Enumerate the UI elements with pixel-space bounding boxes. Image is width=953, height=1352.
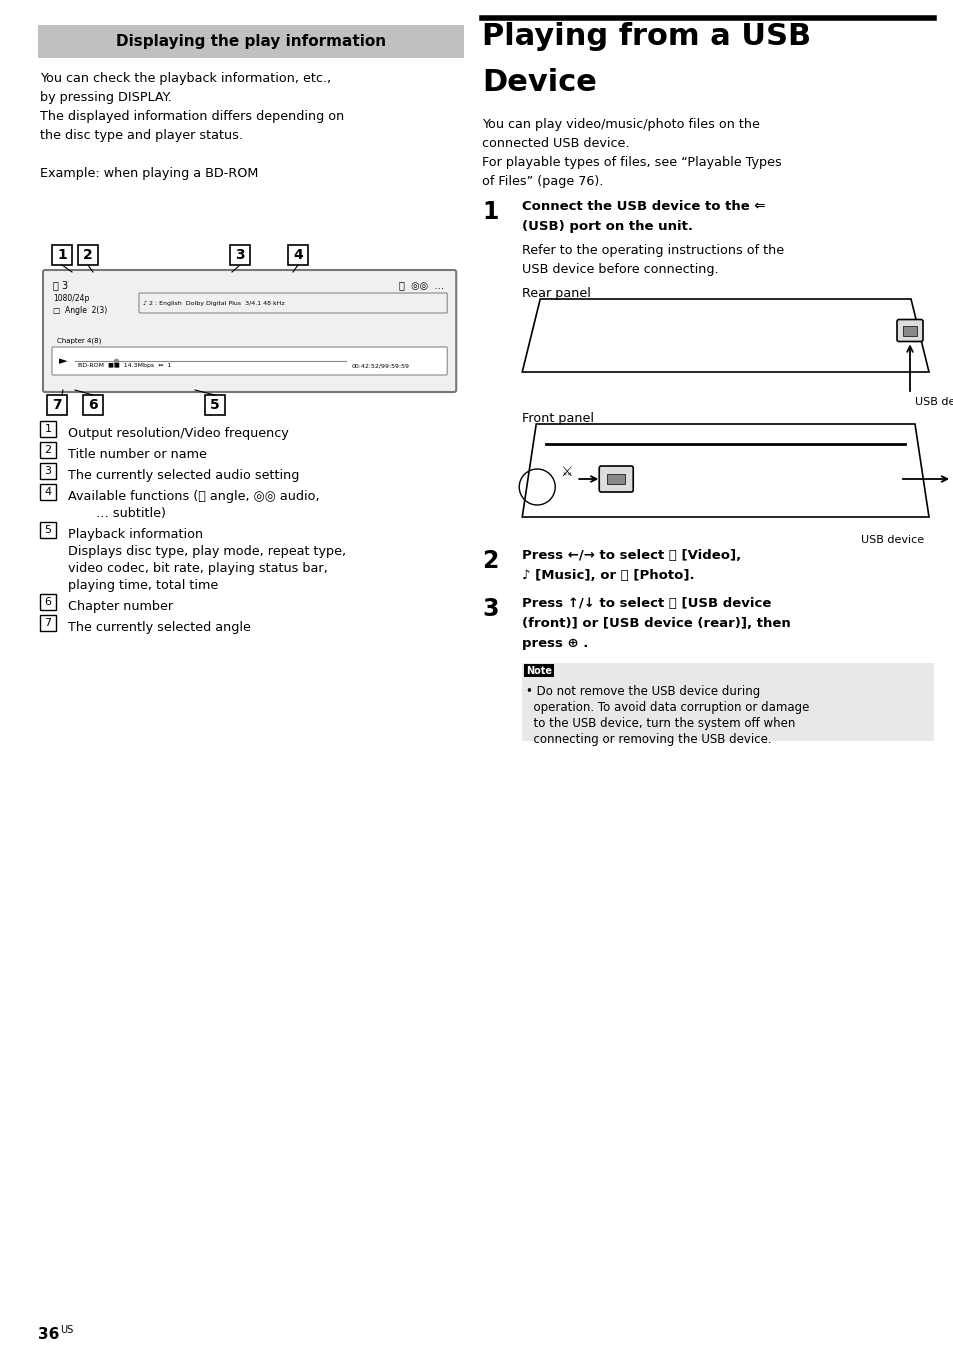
Text: 1080/24p: 1080/24p: [53, 293, 90, 303]
Text: 6: 6: [45, 598, 51, 607]
Text: USB device before connecting.: USB device before connecting.: [521, 264, 719, 276]
Text: The displayed information differs depending on: The displayed information differs depend…: [40, 110, 344, 123]
Text: video codec, bit rate, playing status bar,: video codec, bit rate, playing status ba…: [68, 562, 328, 575]
Bar: [40, 442, 56, 458]
Text: 6: 6: [88, 397, 98, 412]
Text: press ⊕ .: press ⊕ .: [521, 637, 588, 650]
Bar: [607, 475, 624, 484]
Bar: [524, 664, 554, 677]
Text: 5: 5: [210, 397, 219, 412]
Text: Displays disc type, play mode, repeat type,: Displays disc type, play mode, repeat ty…: [68, 545, 346, 558]
Bar: [40, 462, 56, 479]
Bar: [52, 245, 71, 265]
Text: • Do not remove the USB device during: • Do not remove the USB device during: [526, 685, 760, 698]
Text: 3: 3: [235, 247, 245, 262]
Text: Example: when playing a BD-ROM: Example: when playing a BD-ROM: [40, 168, 258, 180]
Text: Device: Device: [481, 68, 597, 97]
Bar: [40, 594, 56, 610]
Text: 4: 4: [45, 487, 51, 498]
Text: The currently selected audio setting: The currently selected audio setting: [68, 469, 299, 483]
Text: 2: 2: [481, 549, 498, 573]
Bar: [230, 245, 250, 265]
Text: 1: 1: [481, 200, 498, 224]
Text: You can play video/music/photo files on the: You can play video/music/photo files on …: [481, 118, 760, 131]
Text: Rear panel: Rear panel: [521, 287, 591, 300]
Text: 00:42:52/99:59:59: 00:42:52/99:59:59: [351, 364, 409, 369]
Text: ♪ [Music], or 📷 [Photo].: ♪ [Music], or 📷 [Photo].: [521, 569, 694, 581]
Text: The currently selected angle: The currently selected angle: [68, 621, 251, 634]
Text: Chapter 4(8): Chapter 4(8): [57, 338, 101, 345]
Bar: [47, 395, 67, 415]
Text: Displaying the play information: Displaying the play information: [116, 34, 386, 49]
Text: BD-ROM  ■■  14.3Mbps  ⇔  1: BD-ROM ■■ 14.3Mbps ⇔ 1: [78, 364, 172, 369]
Text: US: US: [60, 1325, 73, 1334]
Text: Chapter number: Chapter number: [68, 600, 172, 612]
Text: Title number or name: Title number or name: [68, 448, 207, 461]
Text: 🎥  ◎◎  …: 🎥 ◎◎ …: [398, 280, 444, 289]
Text: 36: 36: [38, 1328, 59, 1343]
Bar: [38, 24, 464, 58]
Text: USB device: USB device: [914, 397, 953, 407]
Text: Front panel: Front panel: [521, 412, 594, 425]
FancyBboxPatch shape: [896, 319, 923, 342]
Text: (USB) port on the unit.: (USB) port on the unit.: [521, 220, 693, 233]
Text: ⚔: ⚔: [559, 465, 572, 479]
Text: ►: ►: [59, 356, 68, 366]
Text: ♪ 2 : English  Dolby Digital Plus  3/4.1 48 kHz: ♪ 2 : English Dolby Digital Plus 3/4.1 4…: [143, 300, 284, 306]
FancyBboxPatch shape: [139, 293, 447, 314]
FancyBboxPatch shape: [43, 270, 456, 392]
Text: playing time, total time: playing time, total time: [68, 579, 218, 592]
Bar: [40, 522, 56, 538]
Text: □  Angle  2(3): □ Angle 2(3): [53, 306, 107, 315]
Text: (front)] or [USB device (rear)], then: (front)] or [USB device (rear)], then: [521, 617, 790, 630]
FancyBboxPatch shape: [52, 347, 447, 375]
Polygon shape: [521, 299, 928, 372]
Text: Press ←/→ to select ⬜ [Video],: Press ←/→ to select ⬜ [Video],: [521, 549, 740, 562]
Text: 7: 7: [45, 618, 51, 627]
Text: … subtitle): … subtitle): [68, 507, 166, 521]
Text: of Files” (page 76).: of Files” (page 76).: [481, 174, 603, 188]
Text: USB device: USB device: [860, 535, 923, 545]
Text: connected USB device.: connected USB device.: [481, 137, 629, 150]
Polygon shape: [521, 425, 928, 516]
Text: 3: 3: [45, 466, 51, 476]
Text: 2: 2: [83, 247, 92, 262]
Text: operation. To avoid data corruption or damage: operation. To avoid data corruption or d…: [526, 700, 809, 714]
Bar: [83, 395, 103, 415]
Bar: [902, 326, 916, 335]
Text: 1: 1: [57, 247, 67, 262]
Text: Playing from a USB: Playing from a USB: [481, 22, 810, 51]
Text: the disc type and player status.: the disc type and player status.: [40, 128, 243, 142]
Bar: [288, 245, 308, 265]
Bar: [205, 395, 225, 415]
Text: Output resolution/Video frequency: Output resolution/Video frequency: [68, 427, 289, 439]
Text: For playable types of files, see “Playable Types: For playable types of files, see “Playab…: [481, 155, 781, 169]
Text: Press ↑/↓ to select ⬜ [USB device: Press ↑/↓ to select ⬜ [USB device: [521, 598, 771, 610]
Text: to the USB device, turn the system off when: to the USB device, turn the system off w…: [526, 717, 795, 730]
Bar: [78, 245, 98, 265]
Text: 7: 7: [52, 397, 62, 412]
Text: Note: Note: [526, 665, 552, 676]
Text: Available functions (🎥 angle, ◎◎ audio,: Available functions (🎥 angle, ◎◎ audio,: [68, 489, 319, 503]
Text: 2: 2: [45, 445, 51, 456]
FancyBboxPatch shape: [598, 466, 633, 492]
Text: 4: 4: [293, 247, 302, 262]
Text: Playback information: Playback information: [68, 529, 203, 541]
Text: 3: 3: [481, 598, 498, 621]
Text: Refer to the operating instructions of the: Refer to the operating instructions of t…: [521, 243, 783, 257]
Bar: [521, 662, 933, 741]
Text: Connect the USB device to the ⇐: Connect the USB device to the ⇐: [521, 200, 765, 214]
Text: 1: 1: [45, 425, 51, 434]
Bar: [40, 615, 56, 631]
Bar: [40, 420, 56, 437]
Text: 5: 5: [45, 525, 51, 535]
Bar: [40, 484, 56, 500]
Text: by pressing DISPLAY.: by pressing DISPLAY.: [40, 91, 172, 104]
Text: ⬜ 3: ⬜ 3: [53, 280, 68, 289]
Text: connecting or removing the USB device.: connecting or removing the USB device.: [526, 733, 771, 746]
Text: You can check the playback information, etc.,: You can check the playback information, …: [40, 72, 331, 85]
